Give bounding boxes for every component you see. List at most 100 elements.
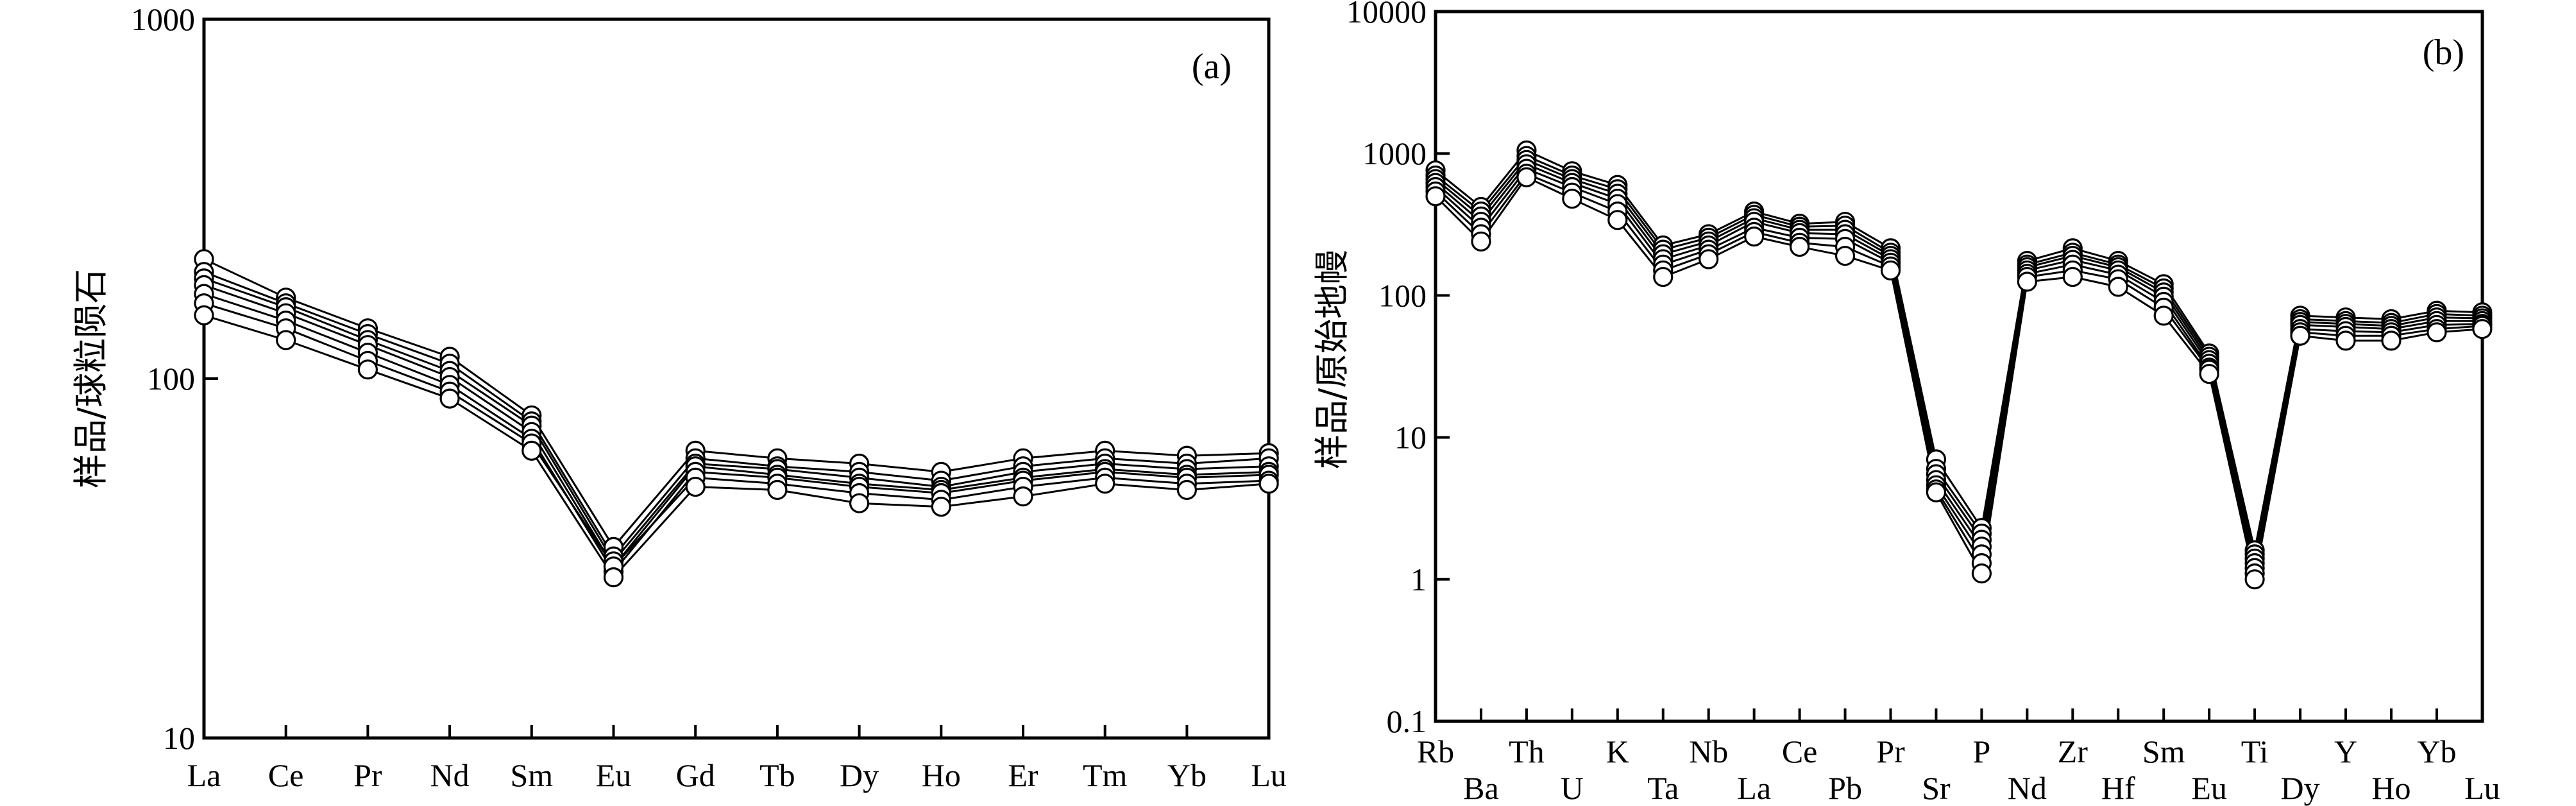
series-line bbox=[203, 277, 1269, 563]
y-tick-label: 100 bbox=[147, 361, 195, 397]
x-category-label: Lu bbox=[2464, 770, 2500, 806]
data-point bbox=[2381, 330, 2402, 351]
x-category-label: Nd bbox=[2008, 770, 2047, 806]
data-point bbox=[767, 479, 788, 501]
data-point bbox=[1744, 227, 1765, 247]
x-category-label: Rb bbox=[1417, 733, 1454, 769]
y-axis-title: 样品/原始地幔 bbox=[1312, 250, 1352, 469]
y-tick-label: 10 bbox=[163, 720, 195, 756]
y-tick-label: 1 bbox=[1411, 562, 1427, 597]
data-point bbox=[1516, 167, 1537, 187]
plot-frame-b bbox=[1434, 10, 2484, 723]
y-tick-label: 10000 bbox=[1346, 0, 1427, 30]
x-category-label: Ho bbox=[922, 757, 961, 793]
x-category-label: Sr bbox=[1922, 770, 1951, 806]
data-point bbox=[1971, 563, 1992, 584]
y-tick-label: 0.1 bbox=[1387, 703, 1427, 739]
data-point bbox=[1880, 260, 1901, 281]
x-category-label: Pb bbox=[1828, 770, 1862, 806]
series-line bbox=[203, 284, 1269, 568]
data-point bbox=[276, 330, 296, 350]
x-category-label: Er bbox=[1008, 757, 1038, 793]
data-point bbox=[2017, 271, 2037, 292]
series-line bbox=[1435, 159, 2482, 560]
x-category-label: Th bbox=[1509, 733, 1545, 769]
x-category-label: Sm bbox=[510, 757, 553, 793]
x-category-label: Yb bbox=[1167, 757, 1207, 793]
y-tick-label: 100 bbox=[1378, 277, 1427, 313]
data-point bbox=[1095, 474, 1115, 494]
data-point bbox=[685, 476, 706, 497]
data-point bbox=[2335, 330, 2356, 351]
x-category-label: K bbox=[1606, 733, 1629, 769]
x-category-label: Ce bbox=[1782, 733, 1818, 769]
data-point bbox=[1790, 237, 1810, 257]
x-category-label: La bbox=[187, 757, 221, 793]
data-point bbox=[931, 497, 951, 517]
x-category-label: Sm bbox=[2142, 733, 2185, 769]
x-category-label: Eu bbox=[2191, 770, 2227, 806]
x-category-label: Yb bbox=[2417, 733, 2456, 769]
data-point bbox=[2153, 305, 2174, 326]
x-category-label: Hf bbox=[2101, 770, 2135, 806]
panel-label: (a) bbox=[1192, 47, 1232, 87]
x-category-label: Dy bbox=[840, 757, 879, 793]
x-category-label: Nb bbox=[1689, 733, 1728, 769]
data-point bbox=[1425, 186, 1446, 207]
series-line bbox=[1435, 150, 2482, 552]
x-category-label: Ta bbox=[1647, 770, 1679, 806]
data-point bbox=[521, 440, 542, 461]
data-point bbox=[849, 493, 870, 513]
data-point bbox=[2199, 364, 2219, 384]
y-axis-title: 样品/球粒陨石 bbox=[71, 269, 111, 488]
data-point bbox=[1926, 482, 1947, 502]
y-tick-label: 10 bbox=[1394, 420, 1427, 456]
data-point bbox=[2472, 319, 2493, 339]
x-category-label: Tb bbox=[759, 757, 795, 793]
data-point bbox=[439, 388, 460, 409]
data-point bbox=[1562, 189, 1582, 209]
x-category-label: La bbox=[1737, 770, 1771, 806]
data-point bbox=[1176, 479, 1198, 501]
x-category-label: Ce bbox=[268, 757, 304, 793]
series-line bbox=[1435, 163, 2482, 565]
series-line bbox=[203, 271, 1269, 558]
data-point bbox=[2244, 569, 2265, 590]
data-point bbox=[1013, 486, 1033, 507]
x-category-label: Pr bbox=[1876, 733, 1905, 769]
x-category-label: P bbox=[1972, 733, 1990, 769]
y-tick-label: 1000 bbox=[131, 1, 195, 37]
data-point bbox=[1258, 474, 1279, 494]
series-line bbox=[203, 302, 1269, 568]
data-point bbox=[1471, 231, 1491, 252]
y-tick-label: 1000 bbox=[1362, 135, 1427, 171]
data-point bbox=[1835, 246, 1856, 266]
data-point bbox=[357, 359, 378, 380]
x-category-label: Tm bbox=[1083, 757, 1128, 793]
x-category-label: Y bbox=[2334, 733, 2357, 769]
x-category-label: Ba bbox=[1463, 770, 1499, 806]
x-category-label: Lu bbox=[1251, 757, 1287, 793]
x-category-label: Eu bbox=[596, 757, 632, 793]
x-category-label: Nd bbox=[430, 757, 470, 793]
x-category-label: Gd bbox=[676, 757, 715, 793]
panel-label: (b) bbox=[2423, 33, 2464, 73]
x-category-label: Dy bbox=[2280, 770, 2319, 806]
data-point bbox=[2062, 266, 2083, 287]
series-line bbox=[203, 293, 1269, 573]
series-line bbox=[203, 258, 1269, 548]
x-category-label: Ho bbox=[2371, 770, 2411, 806]
data-point bbox=[194, 305, 214, 325]
x-category-label: Ti bbox=[2241, 733, 2269, 769]
x-category-label: U bbox=[1561, 770, 1584, 806]
x-category-label: Zr bbox=[2058, 733, 2089, 769]
x-category-label: Pr bbox=[353, 757, 382, 793]
data-point bbox=[1653, 266, 1674, 287]
data-point bbox=[2290, 325, 2310, 346]
series-line bbox=[203, 314, 1269, 579]
data-point bbox=[2427, 322, 2447, 343]
data-point bbox=[2108, 277, 2128, 297]
data-point bbox=[1607, 210, 1628, 230]
